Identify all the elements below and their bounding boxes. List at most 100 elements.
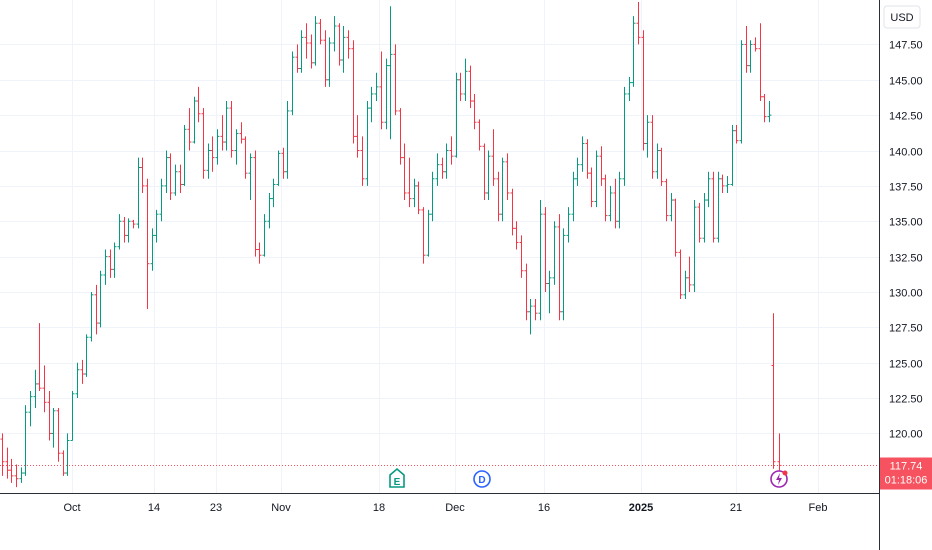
ohlc-bar — [234, 129, 239, 165]
ohlc-bar — [524, 263, 529, 321]
ohlc-bar — [145, 178, 150, 309]
ohlc-bar — [42, 365, 47, 413]
ohlc-bar — [131, 219, 136, 229]
ohlc-bar — [70, 390, 75, 441]
ohlc-bar — [61, 450, 66, 476]
svg-text:D: D — [478, 475, 485, 486]
ohlc-bar — [253, 150, 258, 257]
ohlc-bar — [687, 256, 692, 292]
price-tick-label: 140.00 — [889, 147, 923, 159]
ohlc-bar — [108, 249, 113, 278]
currency-label[interactable]: USD — [883, 5, 921, 29]
ohlc-bar — [379, 51, 384, 130]
ohlc-bar — [332, 16, 337, 52]
ohlc-bar — [224, 101, 229, 151]
ohlc-bar — [435, 153, 440, 186]
last-price-badge: 117.74 01:18:06 — [880, 457, 932, 490]
ohlc-bar — [608, 185, 613, 222]
ohlc-bar — [318, 18, 323, 45]
ohlc-bar — [0, 433, 5, 476]
ohlc-bar — [365, 101, 370, 186]
ohlc-bar — [706, 171, 711, 208]
ohlc-bar — [103, 249, 108, 285]
ohlc-bar — [426, 209, 431, 257]
ohlc-bar — [210, 136, 215, 172]
ohlc-bar — [589, 167, 594, 208]
ohlc-bar — [257, 242, 262, 264]
ohlc-bar — [94, 284, 99, 335]
ohlc-bar — [23, 405, 28, 476]
ohlc-bar — [150, 228, 155, 271]
price-tick-label: 142.50 — [889, 111, 923, 123]
ohlc-bar — [355, 115, 360, 158]
ohlc-bar — [664, 178, 669, 222]
ohlc-bar — [477, 119, 482, 151]
ohlc-bar — [636, 2, 641, 45]
ohlc-bar — [533, 299, 538, 321]
ohlc-bar — [285, 101, 290, 179]
ohlc-bar — [650, 115, 655, 179]
ohlc-bar — [402, 143, 407, 201]
ohlc-bar — [734, 125, 739, 144]
ohlc-bar — [444, 143, 449, 179]
ohlc-bar — [580, 136, 585, 172]
price-axis[interactable]: 147.50 145.00 142.50 140.00 137.50 135.00 132.… — [889, 40, 923, 441]
ohlc-bar — [33, 369, 38, 408]
ohlc-bar — [267, 192, 272, 229]
ohlc-bar — [543, 207, 548, 292]
ohlc-bar — [491, 129, 496, 186]
ohlc-bar — [309, 34, 314, 69]
ohlc-bar — [472, 93, 477, 130]
ohlc-bar — [641, 30, 646, 151]
ohlc-bar — [720, 174, 725, 193]
time-tick-label: 14 — [148, 502, 160, 514]
ohlc-bar — [89, 291, 94, 342]
ohlc-bar — [56, 407, 61, 462]
ohlc-bar — [767, 101, 772, 123]
ohlc-bar — [140, 157, 145, 193]
time-tick-label: Feb — [809, 502, 828, 514]
ohlc-bar — [771, 313, 776, 469]
ohlc-bar — [748, 40, 753, 73]
ohlc-bar — [627, 76, 632, 102]
ohlc-bar — [758, 23, 763, 102]
price-tick-label: 137.50 — [889, 182, 923, 194]
lightning-icon[interactable] — [770, 470, 788, 488]
time-axis[interactable]: Oct 14 23 Nov 18 Dec 16 2025 21 Feb — [63, 502, 827, 514]
ohlc-bar — [468, 65, 473, 109]
ohlc-bar — [164, 150, 169, 193]
ohlc-bar — [196, 86, 201, 123]
ohlc-bar — [561, 228, 566, 321]
ohlc-bar — [482, 143, 487, 201]
ohlc-bar — [369, 86, 374, 123]
ohlc-bar — [416, 181, 421, 215]
ohlc-bar — [182, 125, 187, 186]
ohlc-bar — [51, 407, 56, 448]
ohlc-bar — [126, 218, 131, 243]
dividend-icon[interactable]: D — [473, 470, 491, 488]
ohlc-bar — [552, 221, 557, 285]
ohlc-bar — [388, 6, 393, 140]
ohlc-bar — [341, 26, 346, 73]
ohlc-bar — [744, 26, 749, 73]
ohlc-bar — [248, 153, 253, 201]
ohlc-bar — [5, 447, 10, 479]
price-tick-label: 120.00 — [889, 429, 923, 441]
ohlc-bar — [486, 150, 491, 201]
ohlc-bar — [659, 147, 664, 186]
ohlc-bar — [449, 136, 454, 165]
earnings-icon[interactable]: E — [389, 467, 405, 488]
ohlc-bar — [159, 178, 164, 222]
ohlc-bar — [599, 146, 604, 186]
ohlc-bar — [206, 143, 211, 179]
last-price-countdown: 01:18:06 — [885, 475, 928, 487]
ohlc-bar — [519, 235, 524, 278]
ohlc-bar — [585, 139, 590, 179]
ohlc-bar — [631, 16, 636, 87]
ohlc-bar — [669, 192, 674, 222]
currency-text: USD — [890, 12, 913, 24]
grid — [0, 0, 879, 493]
ohlc-bar — [617, 171, 622, 229]
